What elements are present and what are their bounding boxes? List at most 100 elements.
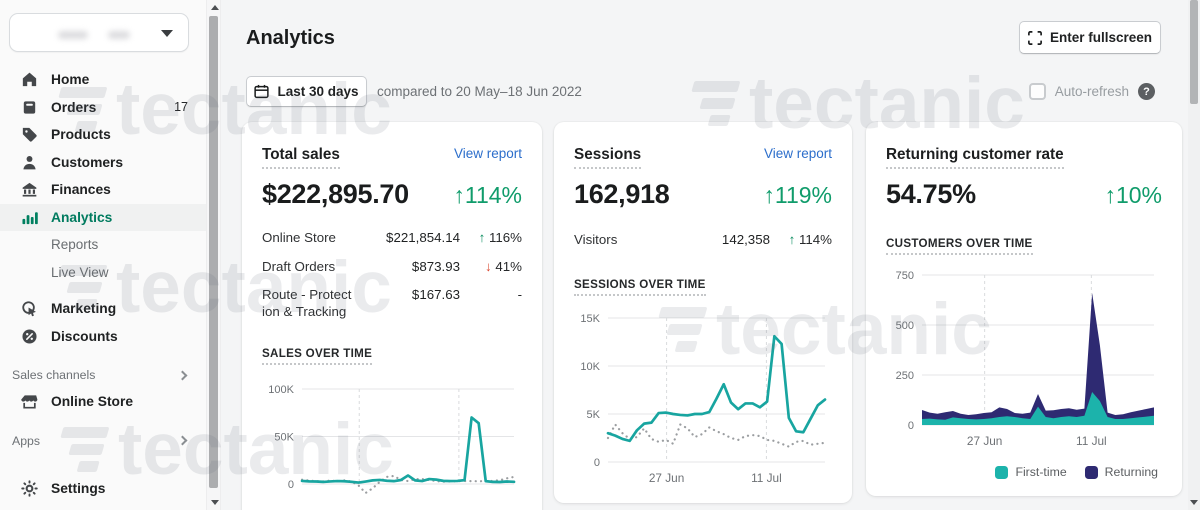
sidebar-item-label: Reports xyxy=(51,237,99,253)
down-arrow-icon: ↓ xyxy=(485,258,496,274)
legend-item: Returning xyxy=(1084,465,1158,479)
metric-row: Visitors 142,358 ↑ 114% xyxy=(574,232,832,249)
metric-delta: ↑ 116% xyxy=(478,230,522,245)
view-report-link[interactable]: View report xyxy=(453,146,522,161)
returning-rate-value: 54.75% xyxy=(886,179,976,209)
svg-text:15K: 15K xyxy=(580,313,600,325)
total-sales-card: Total sales View report $222,895.70 ↑114… xyxy=(242,122,542,510)
enter-fullscreen-button[interactable]: Enter fullscreen xyxy=(1019,21,1161,54)
up-arrow-icon: ↑ xyxy=(788,232,799,247)
total-sales-value: $222,895.70 xyxy=(262,179,409,209)
svg-text:5K: 5K xyxy=(587,409,601,421)
sidebar-item-analytics[interactable]: Analytics xyxy=(0,203,206,231)
view-report-link[interactable]: View report xyxy=(763,146,832,161)
sales-breakdown: Online Store $221,854.14 ↑ 116% Draft Order… xyxy=(262,230,522,320)
svg-text:27 Jun: 27 Jun xyxy=(967,434,1002,448)
scroll-down-arrow-icon[interactable] xyxy=(210,500,219,505)
sidebar-item-settings[interactable]: Settings xyxy=(0,475,206,503)
store-selector[interactable] xyxy=(9,13,189,52)
customers-over-time-chart: 0 250 500 750 27 Jun 11 Jul xyxy=(886,265,1162,451)
chevron-down-icon xyxy=(161,30,173,37)
page-scrollbar-thumb[interactable] xyxy=(1190,0,1198,104)
sidebar-section-apps[interactable]: Apps xyxy=(0,428,206,454)
metric-label: Online Store xyxy=(262,230,336,245)
date-range-label: Last 30 days xyxy=(277,84,359,99)
section-label: Apps xyxy=(12,433,41,448)
sidebar-item-discounts[interactable]: Discounts xyxy=(0,323,206,351)
orders-count-badge: 17 xyxy=(174,100,188,115)
auto-refresh-control: Auto-refresh ? xyxy=(1028,83,1155,100)
scroll-up-arrow-icon[interactable] xyxy=(210,5,219,10)
finances-icon xyxy=(19,180,39,200)
svg-text:50K: 50K xyxy=(274,432,294,444)
section-label: SESSIONS OVER TIME xyxy=(574,278,706,296)
calendar-icon xyxy=(254,84,270,99)
legend-item: First-time xyxy=(995,465,1067,479)
sidebar-nav: Home Orders 17 Products Customers Finances Ana… xyxy=(0,66,206,502)
svg-text:750: 750 xyxy=(896,270,914,282)
sidebar-item-online-store[interactable]: Online Store xyxy=(0,388,206,416)
metric-value: $221,854.14 xyxy=(386,230,460,245)
page-scrollbar[interactable] xyxy=(1188,0,1200,510)
svg-text:0: 0 xyxy=(288,479,294,491)
returning-customer-rate-card: Returning customer rate 54.75% ↑10% CUST… xyxy=(866,122,1182,496)
sidebar-item-label: Orders xyxy=(51,99,97,115)
auto-refresh-label: Auto-refresh xyxy=(1054,84,1129,99)
sidebar-section-sales-channels[interactable]: Sales channels xyxy=(0,362,206,388)
metric-row: Draft Orders $873.93 ↓ 41% xyxy=(262,259,522,276)
sidebar-item-label: Marketing xyxy=(51,301,117,317)
metric-row: Online Store $221,854.14 ↑ 116% xyxy=(262,230,522,247)
sidebar-item-label: Live View xyxy=(51,264,109,280)
tectanic-logo-icon xyxy=(682,81,741,126)
metric-delta: ↓ 41% xyxy=(485,258,522,274)
sidebar-item-finances[interactable]: Finances xyxy=(0,176,206,204)
sidebar-item-label: Analytics xyxy=(51,209,113,225)
date-range-button[interactable]: Last 30 days xyxy=(246,76,367,107)
orders-icon xyxy=(19,97,39,117)
sidebar-item-marketing[interactable]: Marketing xyxy=(0,295,206,323)
sidebar-item-label: Products xyxy=(51,127,111,143)
store-name-redacted xyxy=(58,31,88,39)
help-icon[interactable]: ? xyxy=(1138,83,1155,100)
settings-icon xyxy=(19,478,39,498)
analytics-icon xyxy=(19,207,39,227)
store-name-redacted xyxy=(108,31,130,39)
auto-refresh-checkbox[interactable] xyxy=(1028,83,1046,100)
svg-text:0: 0 xyxy=(908,420,914,432)
sidebar-item-reports[interactable]: Reports xyxy=(0,231,206,259)
up-arrow-icon: ↑ xyxy=(478,230,489,245)
compare-period-text: compared to 20 May–18 Jun 2022 xyxy=(377,84,582,99)
sidebar-scrollbar-thumb[interactable] xyxy=(209,16,218,488)
sidebar-item-label: Customers xyxy=(51,154,124,170)
svg-text:500: 500 xyxy=(896,320,914,332)
sidebar-item-products[interactable]: Products xyxy=(0,121,206,149)
svg-text:11 Jul: 11 Jul xyxy=(751,471,782,485)
metric-label: Route - Protect ion & Tracking xyxy=(262,287,352,319)
metric-value: 142,358 xyxy=(721,232,770,247)
svg-text:100K: 100K xyxy=(268,384,294,396)
scroll-down-arrow-icon[interactable] xyxy=(1190,500,1198,505)
card-title: Total sales xyxy=(262,146,340,169)
sidebar: Home Orders 17 Products Customers Finances Ana… xyxy=(0,0,206,510)
sales-over-time-chart: 0 50K 100K xyxy=(262,379,522,510)
sidebar-item-customers[interactable]: Customers xyxy=(0,149,206,177)
card-title: Sessions xyxy=(574,146,642,169)
metric-row: Route - Protect ion & Tracking $167.63 - xyxy=(262,287,522,320)
enter-fullscreen-label: Enter fullscreen xyxy=(1049,30,1153,45)
metric-label: Draft Orders xyxy=(262,258,336,274)
metric-delta: ↑ 114% xyxy=(788,232,832,247)
marketing-icon xyxy=(19,299,39,319)
customers-icon xyxy=(19,152,39,172)
sessions-card: Sessions View report 162,918 ↑119% Visit… xyxy=(554,122,852,503)
sidebar-item-label: Finances xyxy=(51,182,111,198)
sidebar-item-home[interactable]: Home xyxy=(0,66,206,94)
sessions-over-time-chart: 0 5K 10K 15K 27 Jun 11 Jul xyxy=(574,308,832,488)
sidebar-scrollbar[interactable] xyxy=(206,0,221,510)
chevron-right-icon xyxy=(177,370,188,380)
svg-text:27 Jun: 27 Jun xyxy=(649,471,684,485)
sidebar-item-orders[interactable]: Orders 17 xyxy=(0,94,206,122)
returning-rate-delta: ↑10% xyxy=(1104,182,1162,208)
sidebar-item-label: Home xyxy=(51,72,90,88)
sessions-breakdown: Visitors 142,358 ↑ 114% xyxy=(574,232,832,249)
sidebar-item-live-view[interactable]: Live View xyxy=(0,259,206,287)
